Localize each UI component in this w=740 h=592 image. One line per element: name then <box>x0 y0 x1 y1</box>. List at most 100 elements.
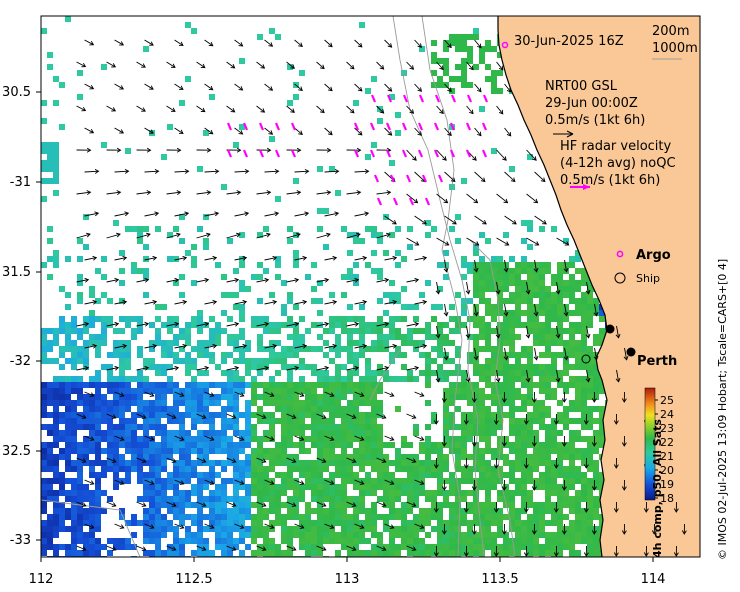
sst-pixel <box>299 496 305 502</box>
sst-pixel <box>581 514 587 520</box>
sst-pixel <box>149 400 155 406</box>
sst-pixel <box>581 316 587 322</box>
sst-pixel <box>515 484 521 490</box>
sst-pixel <box>89 496 95 502</box>
sst-pixel <box>215 322 221 328</box>
model-current-arrow <box>136 545 146 551</box>
sst-pixel <box>539 502 545 508</box>
sst-pixel <box>329 532 335 538</box>
sst-pixel <box>173 496 179 502</box>
sst-pixel <box>425 382 431 388</box>
sst-pixel <box>317 406 323 412</box>
sst-pixel <box>167 472 173 478</box>
sst-pixel <box>233 142 239 148</box>
sst-pixel <box>191 388 197 394</box>
sst-pixel <box>407 478 413 484</box>
sst-pixel <box>563 346 569 352</box>
sst-pixel <box>587 502 593 508</box>
sst-pixel <box>173 394 179 400</box>
sst-pixel <box>449 502 455 508</box>
sst-pixel <box>551 508 557 514</box>
sst-pixel <box>539 484 545 490</box>
sst-pixel <box>245 418 251 424</box>
sst-pixel <box>167 406 173 412</box>
model-current-arrow <box>234 301 247 305</box>
sst-pixel <box>479 268 485 274</box>
sst-pixel <box>257 454 263 460</box>
model-current-arrow-head <box>387 131 393 136</box>
sst-pixel <box>257 406 263 412</box>
sst-pixel <box>461 256 467 262</box>
sst-pixel <box>413 472 419 478</box>
sst-pixel <box>359 22 365 28</box>
sst-pixel <box>317 484 323 490</box>
sst-pixel <box>467 472 473 478</box>
sst-pixel <box>161 454 167 460</box>
sst-pixel <box>167 526 173 532</box>
sst-pixel <box>551 442 557 448</box>
model-current-arrow <box>294 345 307 349</box>
sst-pixel <box>83 532 89 538</box>
model-current-arrow <box>226 279 239 283</box>
sst-pixel <box>479 292 485 298</box>
sst-pixel <box>233 484 239 490</box>
sst-pixel <box>293 418 299 424</box>
sst-pixel <box>581 340 587 346</box>
sst-pixel <box>551 340 557 346</box>
model-current-arrow-head <box>200 63 206 69</box>
sst-pixel <box>503 382 509 388</box>
sst-pixel <box>179 394 185 400</box>
sst-pixel <box>95 514 101 520</box>
sst-pixel <box>89 490 95 496</box>
sst-pixel <box>329 526 335 532</box>
sst-pixel <box>77 70 83 76</box>
sst-pixel <box>509 502 515 508</box>
sst-pixel <box>467 34 473 40</box>
sst-pixel <box>575 256 581 262</box>
sst-pixel <box>413 484 419 490</box>
sst-pixel <box>335 394 341 400</box>
sst-pixel <box>119 430 125 436</box>
sst-pixel <box>365 424 371 430</box>
sst-pixel <box>191 322 197 328</box>
sst-pixel <box>143 268 149 274</box>
sst-pixel <box>191 472 197 478</box>
model-current-arrow <box>384 39 392 48</box>
sst-pixel <box>461 322 467 328</box>
sst-pixel <box>263 412 269 418</box>
model-current-arrow <box>354 212 369 217</box>
sst-pixel <box>443 520 449 526</box>
sst-pixel <box>383 250 389 256</box>
model-current-arrow-head <box>503 311 509 317</box>
sst-pixel <box>161 352 167 358</box>
sst-pixel <box>233 424 239 430</box>
sst-pixel <box>227 424 233 430</box>
sst-pixel <box>299 538 305 544</box>
sst-pixel <box>389 484 395 490</box>
sst-pixel <box>413 544 419 550</box>
sst-pixel <box>563 328 569 334</box>
sst-pixel <box>593 442 599 448</box>
sst-pixel <box>113 472 119 478</box>
sst-pixel <box>65 550 71 556</box>
model-current-arrow-head <box>433 552 439 557</box>
sst-pixel <box>467 532 473 538</box>
sst-pixel <box>359 346 365 352</box>
sst-pixel <box>317 166 323 172</box>
sst-pixel <box>419 472 425 478</box>
sst-pixel <box>47 478 53 484</box>
sst-pixel <box>53 340 59 346</box>
model-current-arrow-head <box>422 255 428 261</box>
sst-pixel <box>137 226 143 232</box>
sst-pixel <box>425 358 431 364</box>
sst-pixel <box>503 328 509 334</box>
sst-pixel <box>209 352 215 358</box>
sst-pixel <box>323 508 329 514</box>
sst-pixel <box>389 490 395 496</box>
sst-pixel <box>305 424 311 430</box>
sst-pixel <box>209 496 215 502</box>
model-current-arrow-head <box>119 524 125 529</box>
model-current-arrow-head <box>321 414 327 419</box>
sst-pixel <box>329 406 335 412</box>
sst-pixel <box>581 274 587 280</box>
